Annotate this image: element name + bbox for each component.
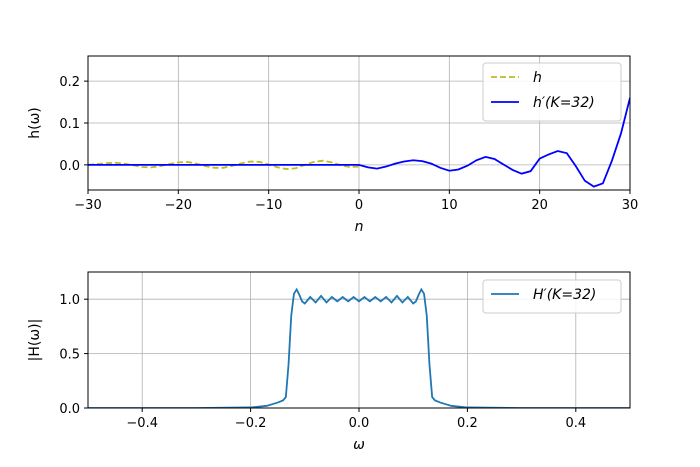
legend: H′(K=32): [482, 279, 622, 314]
legend-box: [482, 279, 622, 314]
x-tick-label: 0.4: [565, 416, 586, 431]
y-tick-label: 0.0: [59, 402, 80, 417]
x-tick-label: −0.4: [126, 416, 158, 431]
legend-label: h: [533, 70, 542, 86]
series-line-2: [88, 97, 630, 188]
y-tick-label: 0.1: [59, 117, 80, 132]
x-tick-label: 30: [622, 198, 639, 213]
x-tick-label: −30: [74, 198, 101, 213]
y-tick-label: 0.0: [59, 159, 80, 174]
x-tick-label: 0.0: [349, 416, 370, 431]
x-axis-label: ω: [353, 437, 365, 453]
x-tick-label: −20: [165, 198, 192, 213]
series-line-1: [88, 287, 630, 408]
x-tick-label: −10: [255, 198, 282, 213]
x-tick-label: 10: [441, 198, 458, 213]
y-tick-label: 0.5: [59, 348, 80, 363]
y-axis-label: h(ω): [27, 107, 43, 139]
legend-label: h′(K=32): [533, 95, 595, 111]
x-tick-label: 0: [355, 198, 363, 213]
chart-1: −30 −20 −10 0 10 20 30 0.0 0.1 0.2 n h(ω) h h′(K=32): [27, 55, 639, 235]
legend-box: [482, 62, 622, 122]
x-tick-label: 20: [531, 198, 548, 213]
legend: h h′(K=32): [482, 62, 622, 122]
y-tick-label: 0.2: [59, 75, 80, 90]
y-axis-label: |H(ω)|: [27, 319, 43, 362]
x-tick-label: 0.2: [457, 416, 478, 431]
x-axis-label: n: [355, 219, 364, 235]
legend-label: H′(K=32): [533, 287, 596, 303]
x-tick-label: −0.2: [235, 416, 267, 431]
y-tick-label: 1.0: [59, 293, 80, 308]
chart-2: −0.4 −0.2 0.0 0.2 0.4 0.0 0.5 1.0 ω |H(ω)| H′(K=32…: [27, 271, 631, 453]
